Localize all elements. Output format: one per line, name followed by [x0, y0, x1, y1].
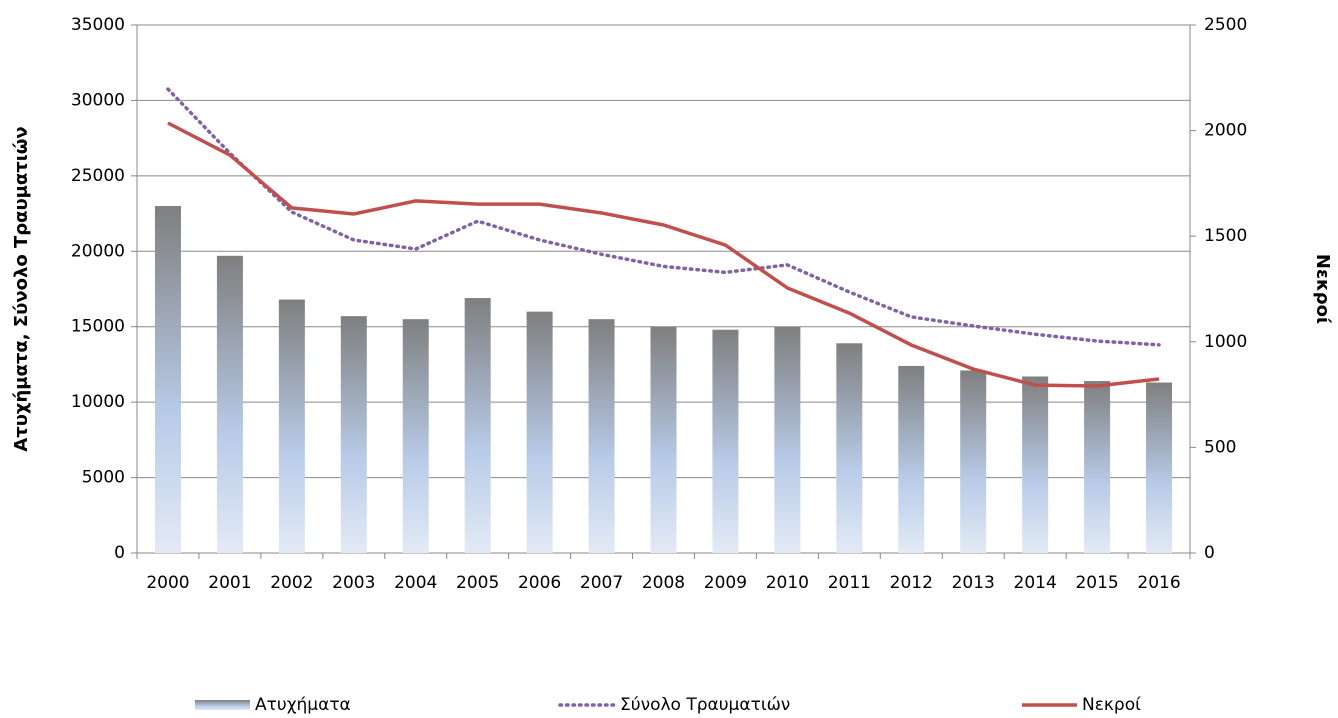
x-tick-label: 2001 [208, 573, 251, 593]
y-axis-label: Ατυχήματα, Σύνολο Τραυματιών [11, 126, 32, 451]
x-tick-label: 2003 [332, 573, 375, 593]
bar [464, 298, 491, 553]
x-tick-label: 2009 [704, 573, 747, 593]
bar [774, 326, 801, 553]
y-tick-label: 5000 [82, 468, 125, 488]
x-tick-label: 2016 [1137, 573, 1180, 593]
legend-label: Νεκροί [1082, 695, 1141, 715]
y2-tick-label: 2000 [1204, 121, 1247, 141]
x-tick-label: 2007 [580, 573, 623, 593]
y-tick-label: 15000 [71, 317, 125, 337]
bar [154, 206, 181, 553]
bar [1146, 382, 1173, 553]
y2-tick-label: 0 [1204, 543, 1215, 563]
y-tick-label: 30000 [71, 90, 125, 110]
x-tick-label: 2013 [952, 573, 995, 593]
x-tick-label: 2012 [890, 573, 933, 593]
x-tick-label: 2005 [456, 573, 499, 593]
y2-tick-label: 1000 [1204, 332, 1247, 352]
y-tick-label: 10000 [71, 392, 125, 412]
line [166, 87, 1161, 347]
bar [836, 343, 863, 553]
bar [1084, 381, 1111, 553]
bar [898, 365, 925, 553]
x-tick-label: 2000 [146, 573, 189, 593]
bar [216, 255, 243, 553]
legend-label: Σύνολο Τραυματιών [620, 695, 790, 715]
y2-axis-label: Νεκροί [1312, 254, 1333, 324]
y-tick-label: 20000 [71, 241, 125, 261]
x-tick-label: 2004 [394, 573, 437, 593]
bar [526, 311, 553, 553]
y-tick-label: 25000 [71, 166, 125, 186]
y-tick-label: 35000 [71, 15, 125, 35]
line [167, 121, 1160, 388]
y2-tick-label: 1500 [1204, 226, 1247, 246]
legend-swatch [195, 700, 250, 710]
x-tick-label: 2008 [642, 573, 685, 593]
x-tick-label: 2015 [1075, 573, 1118, 593]
y2-tick-label: 2500 [1204, 15, 1247, 35]
x-tick-label: 2006 [518, 573, 561, 593]
bar [278, 299, 305, 553]
bar [402, 319, 429, 553]
bar [1022, 376, 1049, 553]
bar [712, 329, 739, 553]
bar [340, 316, 367, 553]
x-tick-label: 2002 [270, 573, 313, 593]
x-tick-label: 2010 [766, 573, 809, 593]
x-tick-label: 2014 [1014, 573, 1057, 593]
bar [650, 326, 677, 553]
y2-tick-label: 500 [1204, 437, 1236, 457]
x-tick-label: 2011 [828, 573, 871, 593]
legend-label: Ατυχήματα [255, 695, 351, 715]
bar [960, 370, 987, 553]
bar [588, 319, 615, 553]
y-tick-label: 0 [114, 543, 125, 563]
